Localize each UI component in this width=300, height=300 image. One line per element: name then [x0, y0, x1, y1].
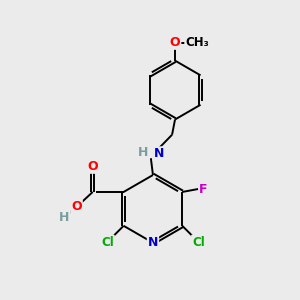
- Text: N: N: [154, 147, 164, 160]
- Text: H: H: [138, 146, 148, 159]
- Text: N: N: [148, 236, 158, 249]
- Text: O: O: [71, 200, 82, 213]
- Text: Cl: Cl: [192, 236, 205, 248]
- Text: O: O: [87, 160, 98, 173]
- Text: Cl: Cl: [101, 236, 114, 248]
- Text: CH₃: CH₃: [185, 36, 209, 50]
- Text: F: F: [199, 182, 208, 196]
- Text: H: H: [59, 212, 69, 224]
- Text: O: O: [170, 36, 180, 49]
